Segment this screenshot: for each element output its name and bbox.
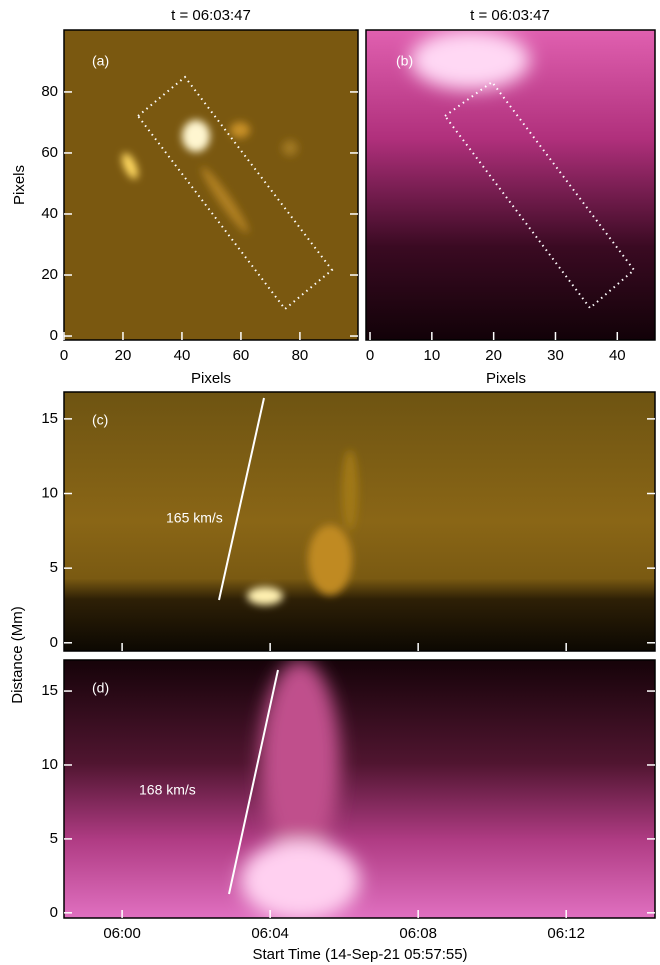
x-tick-label: 10 [423, 347, 440, 364]
roi-box [443, 80, 636, 310]
y-tick-label: 80 [41, 83, 58, 100]
image-c [64, 392, 655, 651]
panel-title: t = 06:03:47 [470, 7, 550, 24]
panel-label: (c) [92, 412, 108, 428]
panel-label: (a) [92, 53, 109, 69]
speed-label: 168 km/s [139, 782, 196, 798]
y-tick-label: 20 [41, 266, 58, 283]
panel-label: (b) [396, 53, 413, 69]
x-tick-label: 0 [366, 347, 374, 364]
y-tick-label: 0 [50, 904, 58, 921]
x-tick-label: 60 [233, 347, 250, 364]
x-axis-label: Start Time (14-Sep-21 05:57:55) [252, 946, 467, 963]
panel-label: (d) [92, 680, 109, 696]
speed-label: 165 km/s [166, 510, 223, 526]
fit-line [228, 669, 279, 895]
y-tick-label: 5 [50, 830, 58, 847]
y-tick-label: 15 [41, 410, 58, 427]
y-tick-label: 10 [41, 756, 58, 773]
y-tick-label: 0 [50, 634, 58, 651]
fit-line [218, 397, 265, 601]
y-tick-label: 40 [41, 205, 58, 222]
y-axis-label: Distance (Mm) [9, 606, 26, 704]
frame [365, 29, 656, 341]
x-tick-label: 06:08 [399, 925, 437, 942]
x-axis-label: Pixels [191, 370, 231, 387]
x-tick-label: 40 [174, 347, 191, 364]
frame [63, 29, 359, 341]
image-b [366, 30, 655, 340]
image-a [64, 30, 358, 340]
y-tick-label: 60 [41, 144, 58, 161]
x-tick-label: 06:04 [251, 925, 289, 942]
x-tick-label: 30 [547, 347, 564, 364]
x-tick-label: 20 [485, 347, 502, 364]
x-tick-label: 06:12 [547, 925, 585, 942]
panel-title: t = 06:03:47 [171, 7, 251, 24]
y-axis-label: Pixels [11, 165, 28, 205]
frame [63, 391, 656, 652]
x-tick-label: 06:00 [103, 925, 141, 942]
x-tick-label: 80 [292, 347, 309, 364]
y-tick-label: 5 [50, 559, 58, 576]
y-tick-label: 15 [41, 682, 58, 699]
x-tick-label: 40 [609, 347, 626, 364]
frame [63, 659, 656, 919]
image-d [64, 660, 655, 918]
roi-box [136, 75, 334, 311]
y-tick-label: 10 [41, 484, 58, 501]
x-tick-label: 0 [60, 347, 68, 364]
x-tick-label: 20 [115, 347, 132, 364]
y-tick-label: 0 [50, 327, 58, 344]
x-axis-label: Pixels [486, 370, 526, 387]
